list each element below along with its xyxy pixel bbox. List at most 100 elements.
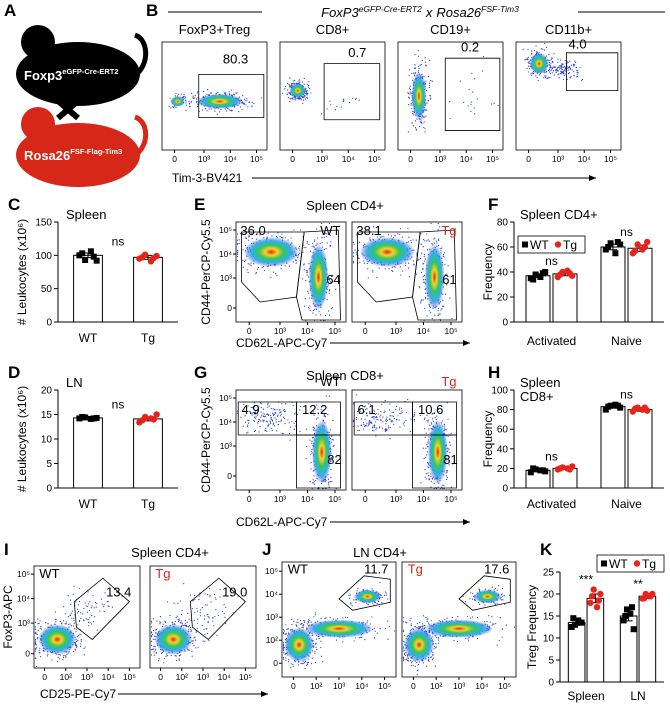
event-dot	[244, 98, 246, 100]
gene: FoxP3	[321, 5, 359, 20]
event-dot	[531, 74, 533, 76]
event-dot	[196, 627, 198, 629]
event-dot	[250, 411, 252, 413]
event-dot	[438, 313, 440, 315]
event-dot	[568, 72, 571, 74]
event-dot	[400, 274, 402, 276]
event-dot	[305, 457, 307, 460]
event-dot	[297, 622, 299, 624]
event-dot	[399, 407, 401, 409]
event-dot	[549, 60, 551, 62]
event-dot	[426, 240, 428, 242]
event-dot	[437, 314, 439, 317]
event-dot	[426, 414, 428, 417]
event-dot	[526, 57, 528, 59]
event-dot	[396, 419, 398, 421]
event-dot	[254, 411, 256, 413]
gate	[412, 434, 457, 489]
event-dot	[313, 475, 315, 477]
event-dot	[59, 654, 61, 656]
event-dot	[324, 232, 327, 234]
panel-label: G	[194, 363, 207, 382]
x-tick-label: 0	[408, 154, 413, 164]
event-dot	[427, 472, 429, 474]
density	[170, 96, 186, 107]
event-dot	[34, 628, 37, 630]
event-dot	[419, 287, 421, 289]
event-dot	[392, 415, 395, 417]
event-dot	[254, 429, 257, 432]
event-dot	[239, 106, 242, 108]
genotype: Foxp3eGFP-Cre-ERT2	[24, 67, 119, 83]
y-tick-label: 10⁵	[219, 393, 232, 403]
gate-value: 13.4	[106, 585, 131, 600]
x-tick-label: 10³	[197, 672, 209, 682]
event-dot	[299, 430, 301, 432]
event-dot	[205, 627, 207, 630]
event-dot	[429, 656, 432, 658]
gate	[241, 231, 305, 303]
event-dot	[246, 269, 248, 271]
event-dot	[65, 623, 67, 625]
event-dot	[540, 48, 542, 50]
event-dot	[399, 266, 401, 268]
event-dot	[573, 65, 575, 67]
event-dot	[87, 621, 90, 623]
event-dot	[426, 451, 429, 453]
event-dot	[282, 237, 284, 239]
event-dot	[414, 54, 416, 56]
x-tick-label: 10⁴	[578, 154, 591, 164]
event-dot	[448, 448, 450, 450]
event-dot	[203, 628, 205, 630]
event-dot	[282, 432, 284, 435]
event-dot	[359, 636, 362, 638]
event-dot	[522, 48, 524, 51]
y-tick-label: 0	[273, 658, 278, 668]
event-dot	[325, 248, 327, 250]
event-dot	[73, 622, 75, 624]
event-dot	[362, 588, 364, 591]
event-dot	[257, 266, 260, 269]
event-dot	[251, 414, 253, 416]
event-dot	[313, 309, 316, 311]
event-dot	[420, 625, 422, 627]
event-dot	[233, 94, 236, 96]
event-dot	[321, 113, 323, 115]
event-dot	[447, 418, 449, 421]
event-dot	[208, 639, 210, 642]
event-dot	[553, 74, 555, 76]
event-dot	[317, 635, 319, 637]
event-dot	[528, 60, 530, 62]
event-dot	[353, 640, 355, 642]
event-dot	[283, 411, 286, 413]
event-dot	[185, 102, 187, 104]
event-dot	[384, 410, 386, 412]
event-dot	[180, 620, 182, 622]
gene: Rosa26	[436, 5, 482, 20]
event-dot	[564, 70, 566, 72]
event-dot	[413, 414, 415, 416]
event-dot	[273, 413, 276, 416]
event-dot	[241, 108, 243, 110]
event-dot	[367, 403, 369, 405]
event-dot	[276, 430, 278, 432]
event-dot	[384, 400, 386, 402]
event-dot	[309, 411, 311, 413]
event-dot	[267, 402, 269, 404]
event-dot	[379, 581, 381, 584]
event-dot	[567, 69, 569, 71]
event-dot	[437, 238, 440, 240]
event-dot	[309, 297, 311, 299]
event-dot	[314, 651, 316, 653]
event-dot	[294, 420, 297, 423]
event-dot	[282, 642, 285, 644]
event-dot	[99, 610, 101, 612]
event-dot	[69, 599, 72, 601]
event-dot	[80, 643, 82, 645]
event-dot	[250, 262, 252, 264]
event-dot	[260, 420, 262, 422]
event-dot	[103, 610, 105, 613]
event-dot	[445, 293, 447, 295]
event-dot	[399, 233, 401, 235]
event-dot	[369, 404, 371, 406]
